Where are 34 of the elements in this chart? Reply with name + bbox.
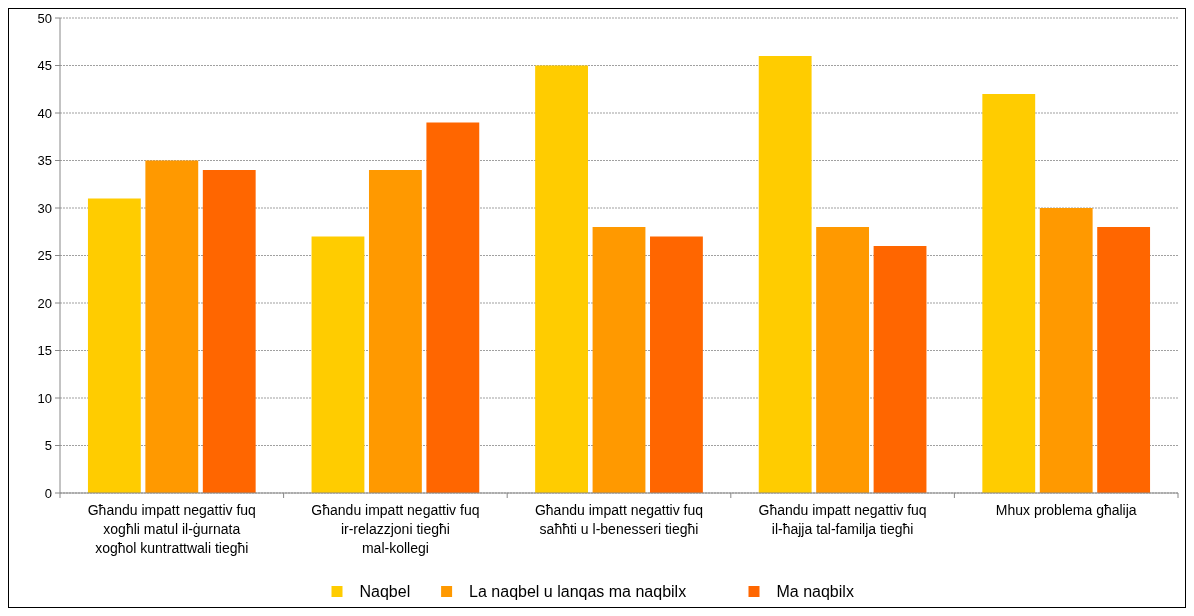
y-tick-label: 50 — [37, 10, 52, 26]
x-tick-label: Għandu impatt negattiv fuq saħħti u l-benesseri tiegħi — [534, 502, 704, 537]
y-tick-label: 30 — [37, 200, 52, 216]
y-tick-label: 0 — [44, 485, 52, 501]
bar — [311, 236, 365, 493]
x-tick-label: Għandu impatt negattiv fuq xogħli matul il-ġurnata xogħol kuntrattwali tiegħi — [87, 502, 256, 556]
bar — [368, 170, 422, 493]
bar — [592, 227, 646, 493]
bar — [650, 236, 703, 493]
bar — [816, 227, 870, 493]
x-tick-label: Għandu impatt negattiv fuq il-ħajja tal-familja tiegħi — [758, 502, 927, 537]
y-tick-label: 45 — [37, 58, 52, 74]
y-tick-label: 40 — [37, 105, 52, 121]
legend-label: La naqbel u lanqas ma naqbilx — [469, 583, 687, 600]
bar — [1097, 227, 1151, 493]
bar — [982, 94, 1036, 493]
y-tick-label: 15 — [37, 343, 52, 359]
bar — [202, 170, 256, 493]
legend-label: Ma naqbilx — [776, 583, 854, 600]
y-tick-label: 20 — [37, 295, 52, 311]
bar — [758, 56, 812, 493]
y-tick-label: 10 — [37, 390, 52, 406]
bar — [426, 122, 480, 493]
bar — [145, 160, 199, 493]
bar — [87, 198, 141, 493]
bar — [535, 65, 588, 493]
x-tick-label: Mhux problema għalija — [995, 502, 1137, 518]
bar — [1039, 208, 1093, 493]
y-tick-label: 25 — [37, 248, 52, 264]
legend-label: Naqbel — [359, 583, 411, 600]
y-tick-label: 5 — [44, 438, 52, 454]
y-tick-label: 35 — [37, 153, 52, 169]
x-tick-label: Għandu impatt negattiv fuq ir-relazzjoni tiegħi mal-kollegi — [311, 502, 480, 556]
bar — [873, 246, 927, 493]
